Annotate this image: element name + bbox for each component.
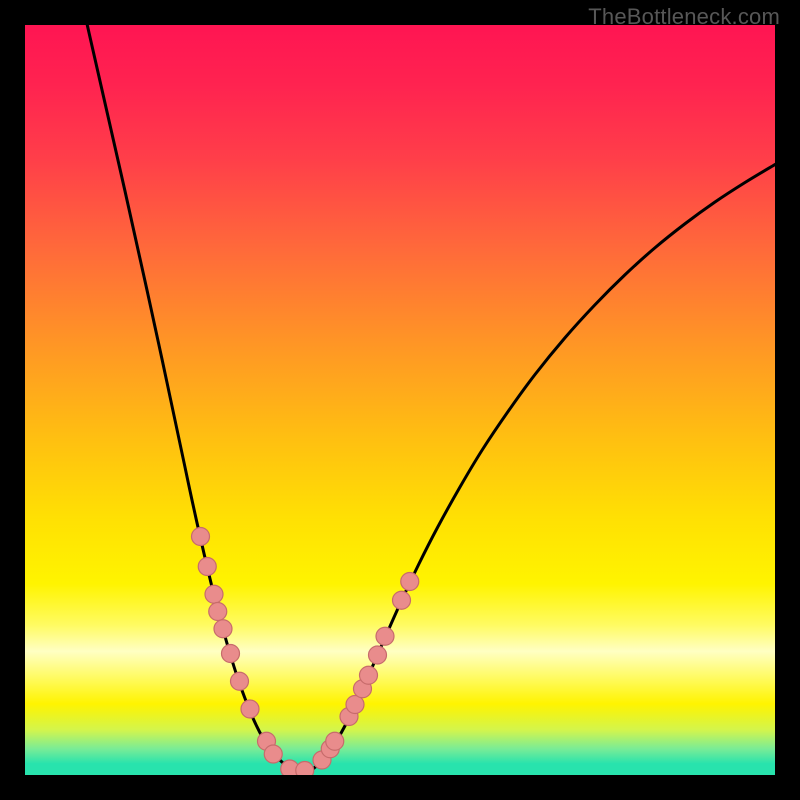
watermark-text: TheBottleneck.com bbox=[588, 4, 780, 30]
chart-stage: TheBottleneck.com bbox=[0, 0, 800, 800]
plot-frame bbox=[25, 25, 775, 775]
gradient-background bbox=[25, 25, 775, 775]
